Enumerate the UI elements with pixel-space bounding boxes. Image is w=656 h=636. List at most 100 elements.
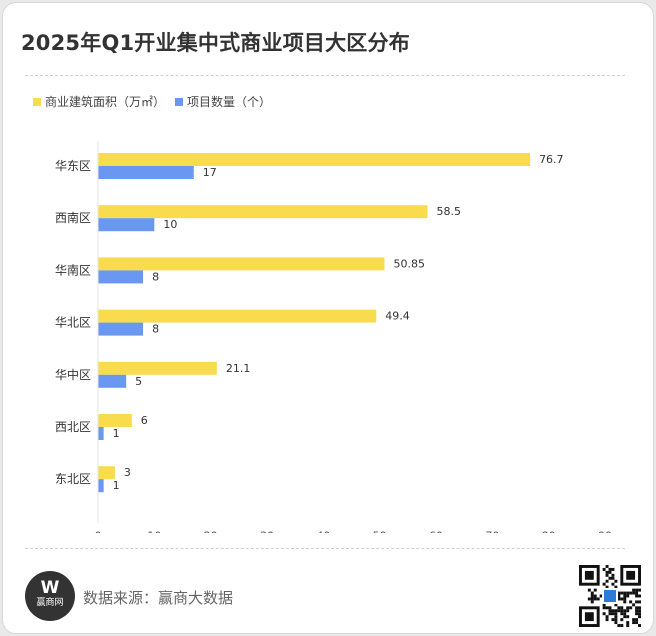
qr-module <box>629 606 633 610</box>
qr-module <box>617 606 621 610</box>
legend-label-count: 项目数量（个） <box>187 95 272 109</box>
qr-module <box>590 591 594 595</box>
qr-module <box>638 600 641 604</box>
qr-module <box>602 606 606 610</box>
qr-module <box>638 588 641 592</box>
qr-module <box>638 624 641 627</box>
qr-module <box>614 585 618 589</box>
qr-module <box>587 597 591 601</box>
bar-area <box>98 414 132 427</box>
data-label: 5 <box>135 375 142 388</box>
qr-module <box>608 570 612 574</box>
qr-code-icon[interactable] <box>579 565 641 627</box>
qr-module <box>629 600 633 604</box>
qr-module <box>593 588 597 592</box>
qr-module <box>620 606 624 610</box>
qr-module <box>602 582 606 586</box>
x-tick-label: 10 <box>147 529 161 533</box>
legend-swatch-count <box>175 97 184 106</box>
qr-module <box>623 609 627 613</box>
qr-module <box>626 594 630 598</box>
bar-count <box>98 218 155 232</box>
qr-module <box>620 612 624 616</box>
category-label: 西南区 <box>55 210 91 225</box>
qr-finder-inner <box>584 612 594 622</box>
x-tick-label: 20 <box>204 529 218 533</box>
data-label: 17 <box>203 166 217 179</box>
legend-item-count: 项目数量（个） <box>175 93 271 110</box>
qr-module <box>617 594 621 598</box>
qr-module <box>614 621 618 625</box>
bar-count <box>98 322 144 336</box>
qr-module <box>626 615 630 619</box>
qr-module <box>638 606 641 610</box>
data-label: 1 <box>113 427 120 440</box>
qr-center-logo <box>604 590 616 602</box>
x-tick-label: 70 <box>485 529 499 533</box>
qr-module <box>590 600 594 604</box>
qr-module <box>590 597 594 601</box>
data-label: 76.7 <box>539 153 564 166</box>
qr-module <box>605 618 609 622</box>
category-label: 东北区 <box>55 472 91 486</box>
qr-module <box>611 576 615 580</box>
bar-area <box>98 257 385 271</box>
qr-module <box>605 570 609 574</box>
qr-module <box>608 606 612 610</box>
logo-name: 赢商网 <box>36 598 64 608</box>
bar-area <box>98 205 428 219</box>
qr-module <box>632 591 636 595</box>
qr-module <box>623 597 627 601</box>
data-label: 49.4 <box>385 310 410 323</box>
qr-module <box>620 624 624 627</box>
data-label: 10 <box>163 218 177 231</box>
qr-module <box>608 567 612 571</box>
category-label: 西北区 <box>55 420 91 434</box>
qr-module <box>623 612 627 616</box>
data-label: 21.1 <box>226 362 251 375</box>
qr-module <box>617 597 621 601</box>
data-label: 6 <box>141 414 148 427</box>
qr-module <box>638 609 641 613</box>
qr-module <box>626 606 630 610</box>
qr-module <box>605 585 609 589</box>
qr-module <box>605 565 609 568</box>
category-label: 华中区 <box>55 367 91 382</box>
qr-module <box>590 594 594 598</box>
qr-module <box>635 600 639 604</box>
qr-module <box>587 588 591 592</box>
qr-finder-inner <box>584 570 594 580</box>
qr-module <box>632 618 636 622</box>
qr-module <box>629 591 633 595</box>
qr-module <box>620 618 624 622</box>
qr-module <box>611 582 615 586</box>
qr-module <box>614 618 618 622</box>
qr-module <box>635 588 639 592</box>
data-label: 3 <box>124 466 131 479</box>
logo-mark: W <box>40 578 60 598</box>
bar-area <box>98 466 115 480</box>
qr-module <box>623 594 627 598</box>
legend-label-area: 商业建筑面积（万㎡） <box>45 95 166 109</box>
qr-module <box>632 603 636 607</box>
data-label: 1 <box>113 479 120 492</box>
x-tick-label: 50 <box>373 529 387 533</box>
bar-count <box>98 374 127 388</box>
qr-module <box>626 624 630 627</box>
category-label: 华南区 <box>55 262 91 277</box>
qr-module <box>599 594 603 598</box>
qr-module <box>611 618 615 622</box>
qr-module <box>617 591 621 595</box>
bar-area <box>98 361 217 375</box>
x-tick-label: 60 <box>429 529 443 533</box>
qr-module <box>611 609 615 613</box>
qr-module <box>611 612 615 616</box>
bar-count <box>98 427 104 440</box>
qr-module <box>632 588 636 592</box>
qr-module <box>635 591 639 595</box>
data-source: 数据来源：赢商大数据 <box>83 589 234 607</box>
qr-module <box>635 609 639 613</box>
qr-module <box>614 615 618 619</box>
x-tick-label: 80 <box>542 529 556 533</box>
